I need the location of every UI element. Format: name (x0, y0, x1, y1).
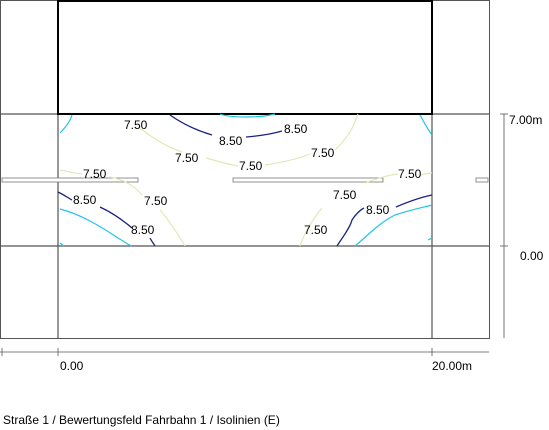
contour-label: 8.50 (73, 193, 97, 207)
y-end-label: 7.00m (509, 113, 542, 127)
contour-label: 8.50 (219, 134, 243, 148)
contour-label: 7.50 (239, 159, 263, 173)
contour-cyan-group (59, 113, 433, 247)
x-end-label: 20.00m (432, 359, 472, 373)
figure-caption: Straße 1 / Bewertungsfeld Fahrbahn 1 / I… (3, 413, 280, 427)
contour-label: 7.50 (333, 188, 357, 202)
contour-label: 8.50 (366, 203, 390, 217)
contour-label: 7.50 (175, 151, 199, 165)
contour-label: 7.50 (124, 118, 148, 132)
contour-750-group (59, 113, 433, 247)
contour-label: 7.50 (83, 167, 107, 181)
contour-label: 8.50 (131, 223, 155, 237)
lane-marking-left (1, 177, 139, 183)
contour-label: 7.50 (304, 223, 328, 237)
contour-labels: 7.50 8.50 8.50 7.50 7.50 7.50 8.50 7.50 … (73, 118, 422, 237)
contour-label: 7.50 (144, 194, 168, 208)
contour-label: 7.50 (398, 167, 422, 181)
lane-marking-middle (232, 177, 384, 183)
contour-label: 7.50 (311, 146, 335, 160)
lane-marking-right (475, 177, 489, 183)
y-start-label: 0.00 (520, 249, 544, 263)
contour-label: 8.50 (284, 122, 308, 136)
contour-850-group (57, 114, 433, 247)
x-start-label: 0.00 (60, 359, 84, 373)
building-block (57, 0, 433, 115)
isoline-diagram: 7.50 8.50 8.50 7.50 7.50 7.50 8.50 7.50 … (0, 0, 544, 373)
